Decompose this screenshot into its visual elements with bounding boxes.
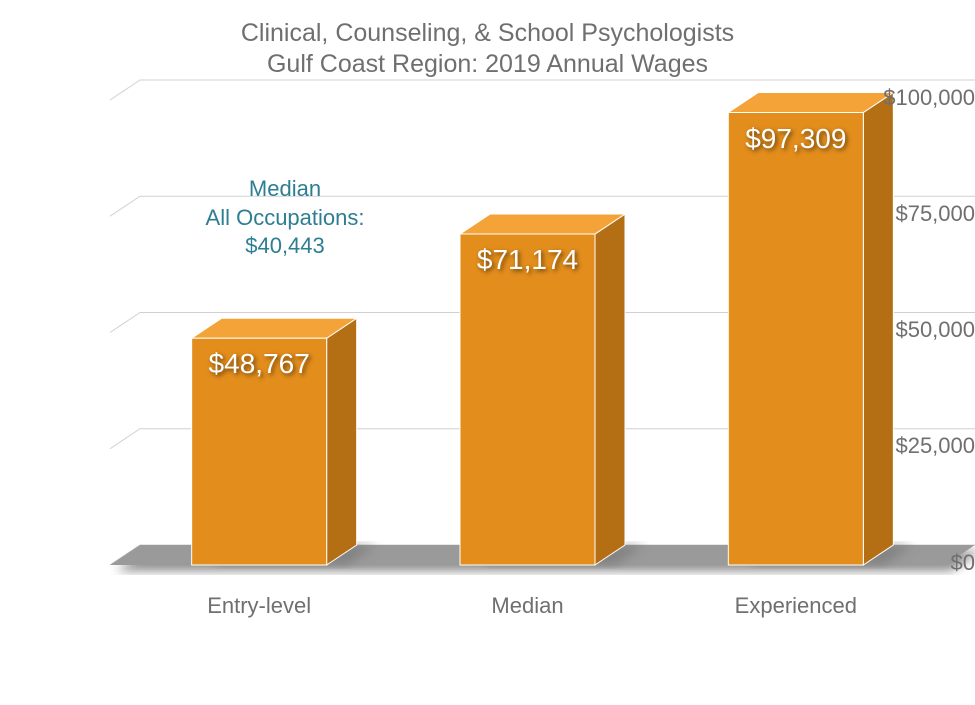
annotation-line: All Occupations: bbox=[175, 204, 395, 233]
bar-front bbox=[728, 113, 863, 565]
x-tick-label: Median bbox=[428, 593, 628, 619]
bar-front bbox=[460, 234, 595, 565]
y-tick-label: $0 bbox=[877, 550, 975, 576]
x-tick-label: Entry-level bbox=[159, 593, 359, 619]
y-tick-label: $25,000 bbox=[877, 433, 975, 459]
y-tick-label: $100,000 bbox=[877, 85, 975, 111]
annotation-line: Median bbox=[175, 175, 395, 204]
bar-value-label: $97,309 bbox=[708, 123, 883, 155]
annotation-line: $40,443 bbox=[175, 232, 395, 261]
bar-top bbox=[460, 214, 625, 234]
x-tick-label: Experienced bbox=[696, 593, 896, 619]
y-tick-label: $50,000 bbox=[877, 317, 975, 343]
bar-value-label: $48,767 bbox=[172, 348, 347, 380]
bar-top bbox=[728, 93, 893, 113]
wage-bar-chart: Clinical, Counseling, & School Psycholog… bbox=[0, 0, 975, 705]
y-tick-label: $75,000 bbox=[877, 201, 975, 227]
bar-top bbox=[192, 318, 357, 338]
median-all-occupations-note: MedianAll Occupations:$40,443 bbox=[175, 175, 395, 261]
bar-value-label: $71,174 bbox=[440, 244, 615, 276]
